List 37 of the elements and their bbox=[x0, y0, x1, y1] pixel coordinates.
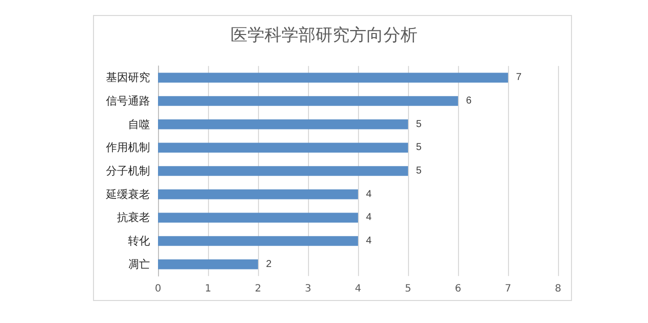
y-tick-label: 凋亡 bbox=[128, 258, 150, 271]
x-tick-label: 2 bbox=[254, 284, 262, 294]
chart-title: 医学科学部研究方向分析 bbox=[230, 26, 418, 46]
bar bbox=[158, 119, 408, 130]
data-label: 5 bbox=[416, 142, 422, 154]
data-label: 4 bbox=[366, 236, 372, 246]
x-tick-label: 4 bbox=[354, 284, 362, 294]
data-label: 6 bbox=[466, 96, 472, 106]
data-label: 4 bbox=[366, 188, 372, 200]
x-tick-label: 0 bbox=[154, 284, 162, 294]
y-tick-label: 作用机制 bbox=[105, 141, 150, 154]
bar bbox=[158, 212, 358, 223]
bar bbox=[158, 142, 408, 153]
y-tick-label: 自噬 bbox=[128, 118, 150, 131]
x-tick-label: 3 bbox=[304, 284, 312, 294]
data-label: 5 bbox=[416, 118, 422, 130]
data-label: 4 bbox=[366, 212, 372, 224]
y-tick-label: 信号通路 bbox=[106, 94, 150, 108]
x-tick-label: 1 bbox=[204, 284, 212, 294]
y-tick-label: 基因研究 bbox=[106, 71, 150, 84]
x-tick-label: 7 bbox=[504, 284, 512, 294]
x-tick-label: 6 bbox=[454, 284, 462, 294]
x-tick-label: 5 bbox=[404, 284, 412, 294]
y-tick-label: 分子机制 bbox=[106, 164, 150, 178]
bar bbox=[158, 166, 408, 176]
y-tick-label: 转化 bbox=[128, 234, 150, 248]
bar bbox=[158, 72, 508, 83]
x-tick-label: 8 bbox=[554, 284, 562, 294]
data-label: 2 bbox=[266, 258, 272, 270]
bar bbox=[158, 236, 358, 246]
bar bbox=[158, 259, 258, 270]
y-tick-label: 抗衰老 bbox=[117, 211, 150, 224]
bar bbox=[158, 189, 358, 200]
y-tick-label: 延缓衰老 bbox=[105, 188, 150, 201]
data-label: 7 bbox=[516, 72, 522, 84]
bar bbox=[158, 96, 458, 106]
data-label: 5 bbox=[416, 166, 422, 176]
